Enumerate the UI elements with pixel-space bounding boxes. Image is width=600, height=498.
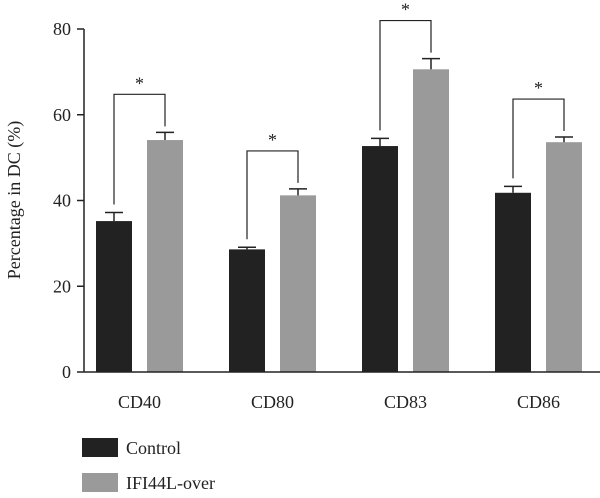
- legend-swatch-ifi44l-over: [82, 473, 118, 492]
- legend-label-control: Control: [126, 438, 181, 458]
- significance-bracket-cd86: [512, 98, 565, 179]
- significance-bracket-cd40: [113, 93, 166, 205]
- x-tick-label-cd80: CD80: [251, 392, 294, 412]
- bar-cd83-control: [362, 146, 398, 372]
- bar-cd86-control: [495, 192, 531, 372]
- bar-cd80-control: [229, 249, 265, 372]
- x-tick-label-cd40: CD40: [118, 392, 161, 412]
- y-tick-label-20: 20: [53, 276, 71, 296]
- significance-label-cd80: *: [268, 130, 277, 150]
- x-tick-label-cd83: CD83: [384, 392, 427, 412]
- significance-bracket-cd80: [246, 150, 299, 240]
- bar-cd80-ifi44l-over: [280, 195, 316, 372]
- significance-label-cd40: *: [135, 73, 144, 93]
- y-tick-label-60: 60: [53, 105, 71, 125]
- legend-label-ifi44l-over: IFI44L-over: [126, 473, 215, 493]
- legend-swatch-control: [82, 438, 118, 457]
- bar-cd86-ifi44l-over: [546, 142, 582, 372]
- significance-label-cd86: *: [534, 78, 543, 98]
- bar-cd83-ifi44l-over: [413, 69, 449, 373]
- significance-bracket-cd83: [379, 19, 432, 131]
- y-tick-label-40: 40: [53, 191, 71, 211]
- y-tick-label-0: 0: [62, 362, 71, 382]
- y-tick-label-80: 80: [53, 19, 71, 39]
- significance-label-cd83: *: [401, 0, 410, 20]
- y-axis-title: Percentage in DC (%): [4, 121, 25, 279]
- x-tick-label-cd86: CD86: [517, 392, 560, 412]
- bar-cd40-ifi44l-over: [147, 140, 183, 372]
- bar-cd40-control: [96, 221, 132, 372]
